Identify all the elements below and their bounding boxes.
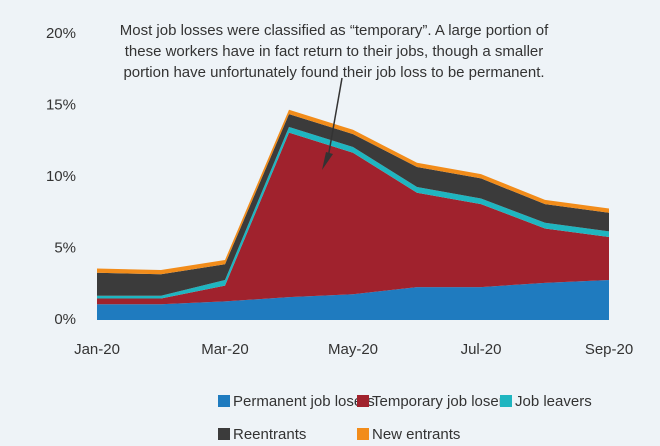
- annotation: portion have unfortunately found their j…: [123, 64, 544, 81]
- annotation: these workers have in fact return to the…: [125, 43, 544, 60]
- x-tick-label: Jan-20: [74, 341, 120, 358]
- area: [97, 114, 609, 296]
- legend-label: Temporary job losers: [372, 393, 511, 410]
- arrow-head: [322, 152, 333, 170]
- area: [97, 132, 609, 305]
- legend-swatch: [357, 395, 369, 407]
- legend-swatch: [357, 428, 369, 440]
- annotation-arrow: [327, 77, 343, 159]
- y-tick-label: 20%: [46, 25, 76, 42]
- legend-swatch: [218, 395, 230, 407]
- x-tick-label: Mar-20: [201, 341, 249, 358]
- x-tick-label: Jul-20: [461, 341, 502, 358]
- legend-swatch: [218, 428, 230, 440]
- area: [97, 279, 609, 320]
- legend-label: Job leavers: [515, 393, 592, 410]
- legend-swatch: [500, 395, 512, 407]
- legend-label: Reentrants: [233, 426, 306, 443]
- y-tick-label: 0%: [54, 311, 76, 328]
- legend-label: New entrants: [372, 426, 460, 443]
- y-tick-label: 15%: [46, 96, 76, 113]
- y-tick-label: 5%: [54, 239, 76, 256]
- x-tick-label: Sep-20: [585, 341, 633, 358]
- legend-label: Permanent job losers: [233, 393, 375, 410]
- y-tick-label: 10%: [46, 168, 76, 185]
- annotation: Most job losses were classified as “temp…: [120, 22, 549, 39]
- x-tick-label: May-20: [328, 341, 378, 358]
- area: [97, 126, 609, 299]
